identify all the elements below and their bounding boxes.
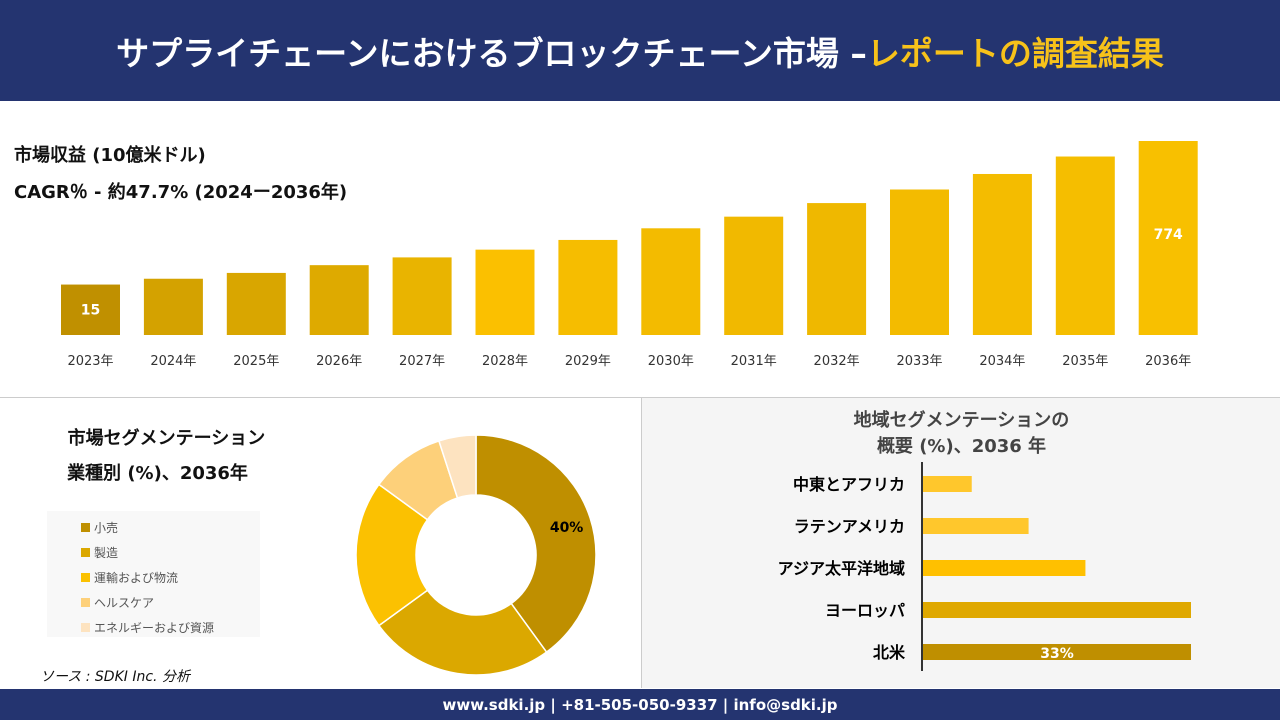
page-title-highlight: レポートの調査結果 <box>866 33 1164 73</box>
bar-2025年 <box>226 272 286 335</box>
bar-2034年 <box>972 173 1032 335</box>
footer: www.sdki.jp | +81-505-050-9337 | info@sd… <box>0 689 1280 720</box>
x-tick-label: 2027年 <box>399 354 445 369</box>
bar-2035年 <box>1055 156 1115 335</box>
region-bar-ヨーロッパ <box>923 602 1191 618</box>
bar-2036年 <box>1138 141 1198 335</box>
y-tick-label: ラテンアメリカ <box>794 517 905 536</box>
bar-data-label: 774 <box>1154 227 1183 243</box>
divider <box>0 397 1280 398</box>
donut-legend: 小売製造運輸および物流 ヘルスケアエネルギーおよび資源 <box>47 511 260 637</box>
bar-2027年 <box>392 257 452 335</box>
source-note: ソース : SDKI Inc. 分析 <box>40 669 190 685</box>
x-tick-label: 2033年 <box>896 354 942 369</box>
x-tick-label: 2025年 <box>233 354 279 369</box>
x-tick-label: 2035年 <box>1062 354 1108 369</box>
bar-2031年 <box>724 216 784 335</box>
y-tick-label: 北米 <box>873 643 906 662</box>
header-banner: サプライチェーンにおけるブロックチェーン市場 – レポートの調査結果 <box>0 0 1280 101</box>
legend-item: 小売 <box>81 515 260 540</box>
revenue-bar-chart: 15 2023年 2024年 2025年 2026年 2027年 2028年 2029年 203… <box>61 141 1198 369</box>
donut-slice-運輸および物流 <box>355 483 429 627</box>
bar-2023年 <box>61 284 120 335</box>
bar-2029年 <box>558 239 618 335</box>
x-tick-label: 2029年 <box>565 354 611 369</box>
legend-swatch <box>81 623 90 632</box>
x-tick-label: 2032年 <box>814 354 860 369</box>
bar-data-label: 15 <box>81 303 100 319</box>
x-tick-label: 2030年 <box>648 354 694 369</box>
region-bar-中東とアフリカ <box>923 476 972 492</box>
legend-swatch <box>81 598 90 607</box>
x-tick-label: 2026年 <box>316 354 362 369</box>
y-tick-label: アジア太平洋地域 <box>778 559 905 578</box>
region-title-2: 概要 (%)、2036 年 <box>876 436 1047 457</box>
region-panel: 地域セグメンテーションの 概要 (%)、2036 年 中東とアフリカ ラテンアメリ… <box>641 398 1280 688</box>
legend-label: 運輸および物流 <box>94 571 179 585</box>
legend-item: ヘルスケア <box>81 590 260 615</box>
revenue-title: 市場収益 (10億米ドル) <box>14 145 206 166</box>
legend-label: エネルギーおよび資源 <box>94 621 215 635</box>
bar-2030年 <box>641 228 701 335</box>
region-bar-北米 <box>923 644 1191 660</box>
donut-slice-エネルギーおよび資源 <box>437 434 477 499</box>
donut-slice-製造 <box>377 589 548 676</box>
segment-title-2: 業種別 (%)、2036年 <box>67 463 248 484</box>
legend-label: ヘルスケア <box>94 596 155 610</box>
legend-swatch <box>81 548 90 557</box>
legend-item: 運輸および物流 <box>81 565 260 590</box>
footer-contact[interactable]: www.sdki.jp | +81-505-050-9337 | info@sd… <box>442 695 838 714</box>
legend-item: エネルギーおよび資源 <box>81 615 260 640</box>
bar-2024年 <box>143 278 203 335</box>
region-bar-ラテンアメリカ <box>923 518 1029 534</box>
x-tick-label: 2031年 <box>731 354 777 369</box>
region-bar-アジア太平洋地域 <box>923 560 1086 576</box>
bar-2033年 <box>890 189 949 335</box>
bar-2032年 <box>807 203 867 335</box>
bar-2026年 <box>309 265 369 335</box>
region-title-1: 地域セグメンテーションの <box>853 410 1070 431</box>
x-tick-label: 2023年 <box>67 354 113 369</box>
x-tick-label: 2036年 <box>1145 354 1191 369</box>
bar-2028年 <box>475 249 535 335</box>
legend-label: 製造 <box>94 546 119 560</box>
legend-swatch <box>81 573 90 582</box>
y-tick-label: 中東とアフリカ <box>793 475 905 494</box>
industry-donut-chart: 40% <box>355 434 597 676</box>
segment-title-1: 市場セグメンテーション <box>67 428 266 449</box>
donut-slice-小売 <box>475 434 597 654</box>
page-title: サプライチェーンにおけるブロックチェーン市場 – <box>116 33 867 73</box>
legend-label: 小売 <box>94 521 119 535</box>
legend-item: 製造 <box>81 540 260 565</box>
y-tick-label: ヨーロッパ <box>825 601 905 620</box>
x-tick-label: 2028年 <box>482 354 528 369</box>
region-data-label: 33% <box>1040 646 1074 662</box>
x-tick-label: 2034年 <box>979 354 1025 369</box>
x-tick-label: 2024年 <box>150 354 196 369</box>
legend-swatch <box>81 523 90 532</box>
cagr-subtitle: CAGR％ - 約47.7% (2024ー2036年) <box>14 182 348 203</box>
donut-data-label: 40% <box>550 520 584 536</box>
